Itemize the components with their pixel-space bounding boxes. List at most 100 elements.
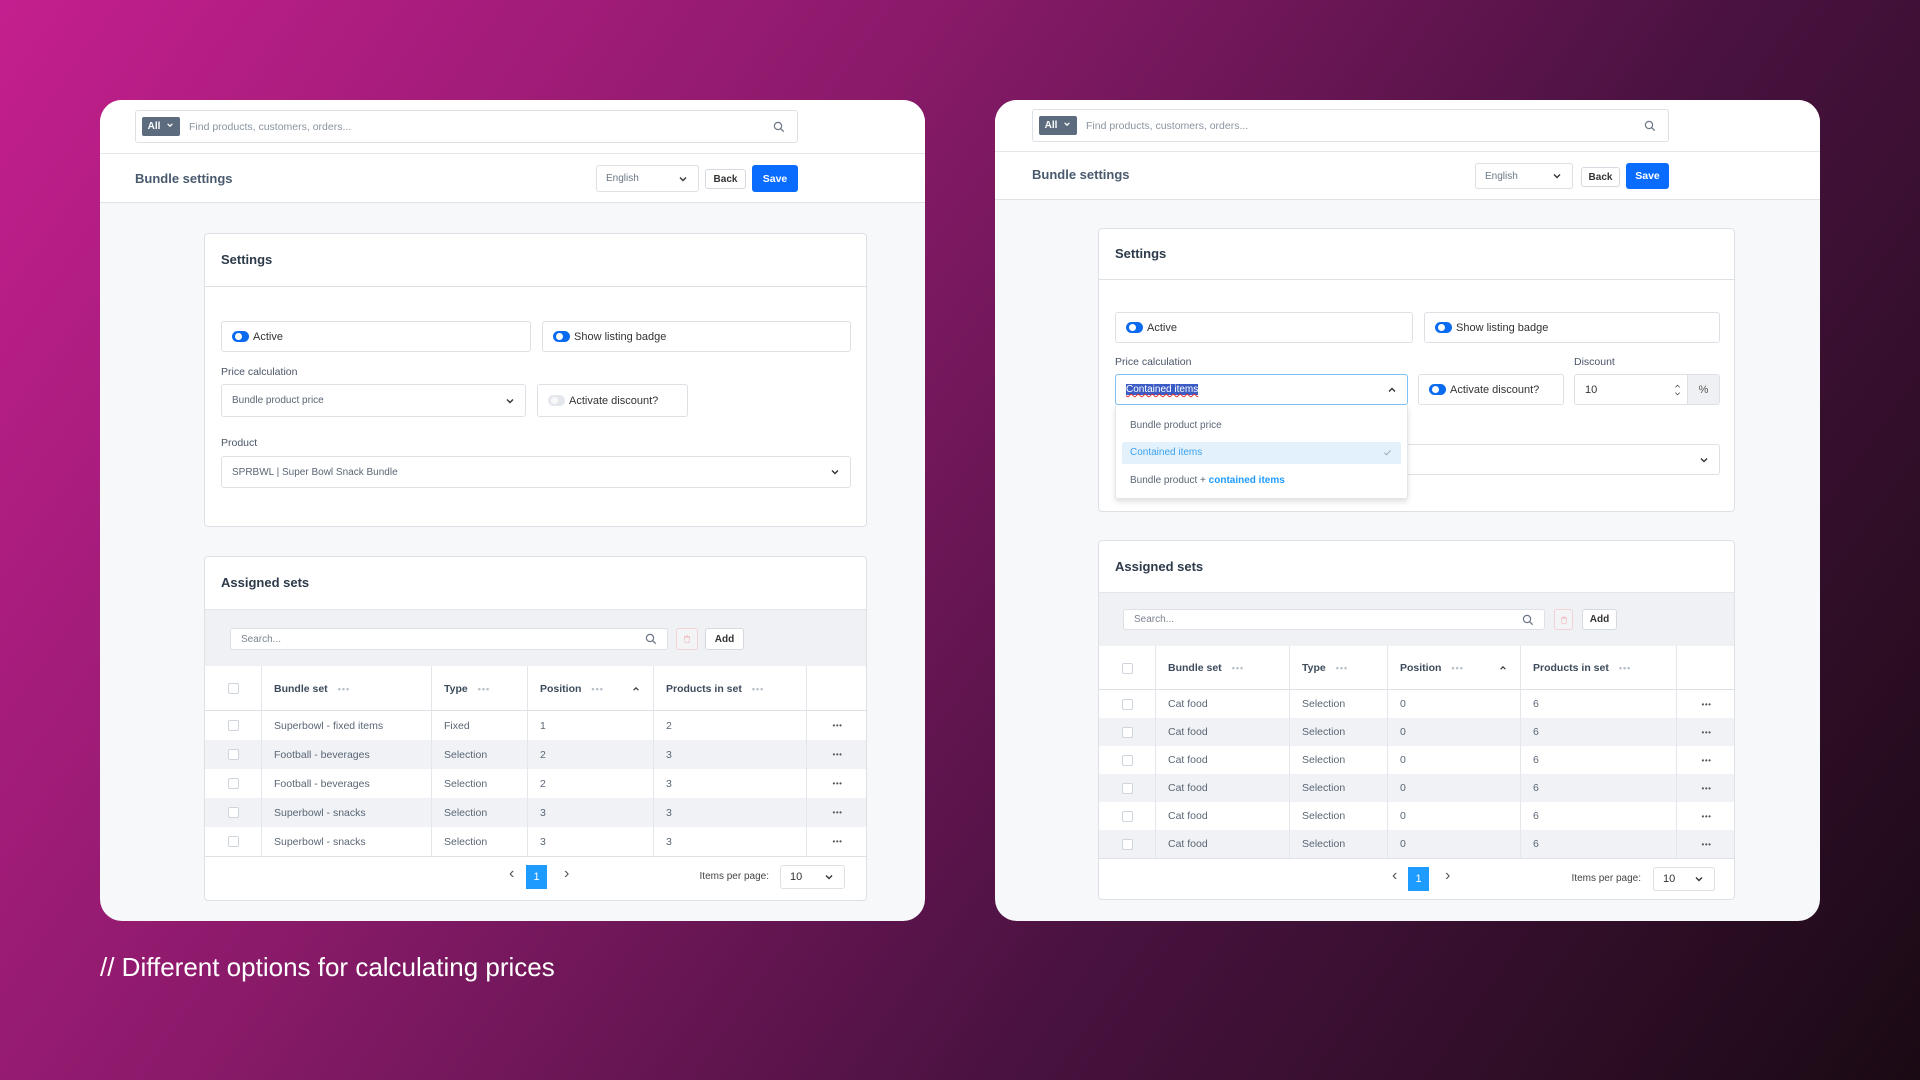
row-actions-icon[interactable]: ••• xyxy=(1701,699,1712,709)
items-per-page-select[interactable]: 10 xyxy=(1653,867,1715,891)
table-row[interactable] xyxy=(1099,774,1734,802)
toggle-switch[interactable] xyxy=(548,395,565,406)
language-select[interactable]: English xyxy=(596,165,699,192)
toggle-switch[interactable] xyxy=(232,331,249,342)
page-1-button[interactable]: 1 xyxy=(1408,867,1429,891)
column-header-position[interactable]: Position ••• xyxy=(1388,646,1521,690)
search-scope-dropdown[interactable]: All xyxy=(1039,116,1077,135)
row-actions-icon[interactable]: ••• xyxy=(1701,755,1712,765)
stepper-icon[interactable] xyxy=(1674,383,1681,397)
row-checkbox[interactable] xyxy=(1121,698,1133,710)
table-row[interactable] xyxy=(1099,718,1734,746)
row-actions-icon[interactable]: ••• xyxy=(832,808,843,817)
toggle-switch[interactable] xyxy=(1429,384,1446,395)
row-checkbox[interactable] xyxy=(1121,838,1133,850)
row-actions-icon[interactable]: ••• xyxy=(1701,783,1712,793)
sort-ascending-icon[interactable] xyxy=(632,685,640,693)
next-page-icon[interactable]: › xyxy=(1445,867,1451,884)
row-actions-icon[interactable]: ••• xyxy=(832,750,843,759)
items-per-page-select[interactable]: 10 xyxy=(780,865,845,889)
column-menu-icon[interactable]: ••• xyxy=(1618,663,1632,673)
column-header-bundle-set[interactable]: Bundle set ••• xyxy=(1156,646,1290,690)
search-icon[interactable] xyxy=(1522,614,1534,626)
add-button[interactable]: Add xyxy=(705,628,744,650)
table-row[interactable] xyxy=(205,769,866,798)
activate-discount-toggle[interactable]: Activate discount? xyxy=(1418,374,1564,405)
show-listing-badge-toggle[interactable]: Show listing badge xyxy=(1424,312,1720,343)
add-button[interactable]: Add xyxy=(1582,609,1617,630)
row-actions-icon[interactable]: ••• xyxy=(1701,811,1712,821)
row-checkbox[interactable] xyxy=(227,807,239,818)
language-select[interactable]: English xyxy=(1475,163,1573,189)
back-button[interactable]: Back xyxy=(1581,167,1620,187)
column-header-products-in-set[interactable]: Products in set ••• xyxy=(654,666,807,711)
table-row[interactable] xyxy=(1099,746,1734,774)
toggle-switch[interactable] xyxy=(1435,322,1452,333)
active-toggle[interactable]: Active xyxy=(1115,312,1413,343)
row-checkbox[interactable] xyxy=(1121,810,1133,822)
row-checkbox[interactable] xyxy=(1121,754,1133,766)
toggle-switch[interactable] xyxy=(553,331,570,342)
column-menu-icon[interactable]: ••• xyxy=(751,683,765,694)
table-row[interactable] xyxy=(205,827,866,856)
row-actions-icon[interactable]: ••• xyxy=(1701,839,1712,849)
select-all-checkbox[interactable] xyxy=(227,683,239,694)
price-calculation-select[interactable]: Contained items xyxy=(1115,374,1408,405)
row-actions-icon[interactable]: ••• xyxy=(832,779,843,788)
table-row[interactable] xyxy=(205,798,866,827)
active-toggle[interactable]: Active xyxy=(221,321,531,352)
table-row[interactable] xyxy=(205,740,866,769)
column-header-type[interactable]: Type ••• xyxy=(1290,646,1388,690)
search-icon[interactable] xyxy=(773,121,785,133)
table-row[interactable] xyxy=(1099,690,1734,718)
delete-button[interactable] xyxy=(676,628,698,650)
search-icon[interactable] xyxy=(1644,120,1656,132)
dropdown-option[interactable]: Bundle product + contained items xyxy=(1122,469,1401,491)
column-header-products-in-set[interactable]: Products in set ••• xyxy=(1521,646,1677,690)
column-menu-icon[interactable]: ••• xyxy=(477,683,491,694)
toggle-switch[interactable] xyxy=(1126,322,1143,333)
table-row[interactable] xyxy=(1099,802,1734,830)
row-actions-icon[interactable]: ••• xyxy=(1701,727,1712,737)
page-1-button[interactable]: 1 xyxy=(526,865,547,889)
save-button[interactable]: Save xyxy=(1626,163,1669,189)
price-calculation-select[interactable]: Bundle product price xyxy=(221,384,526,417)
table-row[interactable] xyxy=(205,711,866,740)
delete-button[interactable] xyxy=(1554,609,1573,630)
column-header-position[interactable]: Position ••• xyxy=(528,666,654,711)
search-icon[interactable] xyxy=(645,633,657,645)
row-actions-icon[interactable]: ••• xyxy=(832,721,843,730)
save-button[interactable]: Save xyxy=(752,165,798,192)
global-search[interactable]: All Find products, customers, orders... xyxy=(1032,109,1669,142)
column-header-type[interactable]: Type ••• xyxy=(432,666,528,711)
show-listing-badge-toggle[interactable]: Show listing badge xyxy=(542,321,851,352)
column-header-bundle-set[interactable]: Bundle set ••• xyxy=(262,666,432,711)
table-search-input[interactable]: Search... xyxy=(230,628,668,650)
next-page-icon[interactable]: › xyxy=(564,865,570,882)
row-actions-icon[interactable]: ••• xyxy=(832,837,843,846)
global-search[interactable]: All Find products, customers, orders... xyxy=(135,110,798,143)
row-checkbox[interactable] xyxy=(227,720,239,731)
row-checkbox[interactable] xyxy=(227,749,239,760)
table-row[interactable] xyxy=(1099,830,1734,858)
select-all-checkbox[interactable] xyxy=(1121,662,1133,674)
sort-ascending-icon[interactable] xyxy=(1499,664,1507,672)
previous-page-icon[interactable]: ‹ xyxy=(1392,867,1398,884)
discount-input[interactable]: 10% xyxy=(1574,374,1720,405)
column-menu-icon[interactable]: ••• xyxy=(1335,663,1349,673)
table-search-input[interactable]: Search... xyxy=(1123,609,1545,630)
column-menu-icon[interactable]: ••• xyxy=(591,683,604,694)
search-scope-dropdown[interactable]: All xyxy=(142,117,180,136)
column-menu-icon[interactable]: ••• xyxy=(1231,663,1245,673)
column-menu-icon[interactable]: ••• xyxy=(1451,663,1464,673)
row-checkbox[interactable] xyxy=(1121,726,1133,738)
column-menu-icon[interactable]: ••• xyxy=(337,683,351,694)
dropdown-option[interactable]: Bundle product price xyxy=(1122,414,1401,436)
previous-page-icon[interactable]: ‹ xyxy=(509,865,515,882)
back-button[interactable]: Back xyxy=(705,169,746,189)
row-checkbox[interactable] xyxy=(227,778,239,789)
dropdown-option[interactable]: Contained items xyxy=(1122,441,1401,464)
product-select[interactable]: SPRBWL | Super Bowl Snack Bundle xyxy=(221,456,851,488)
activate-discount-toggle[interactable]: Activate discount? xyxy=(537,384,688,417)
row-checkbox[interactable] xyxy=(1121,782,1133,794)
